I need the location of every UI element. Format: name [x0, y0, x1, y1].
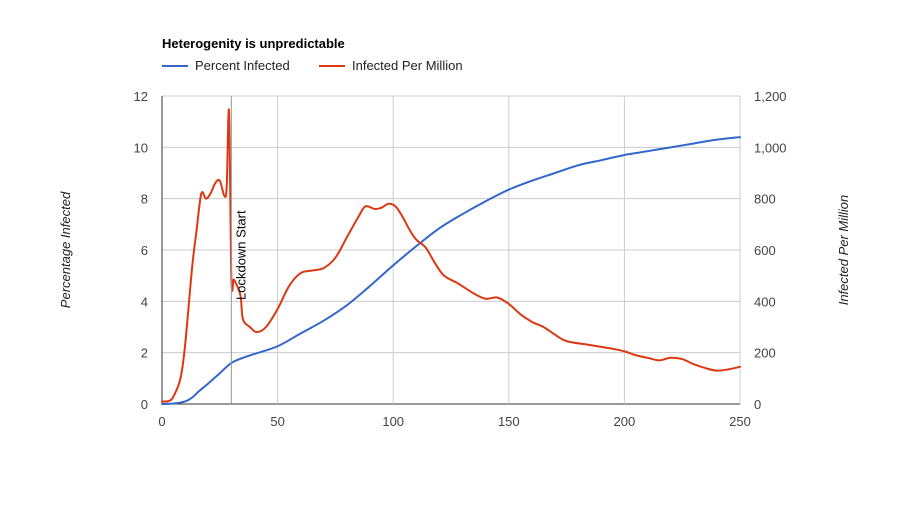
right-axis-title: Infected Per Million — [836, 195, 851, 306]
series-line-infected-per-million — [161, 108, 741, 403]
left-axis-title: Percentage Infected — [58, 191, 73, 308]
x-axis-tick-label: 50 — [270, 414, 284, 429]
right-axis-tick-label: 600 — [754, 243, 776, 258]
x-axis-tick-label: 0 — [158, 414, 165, 429]
right-axis-tick-label: 1,200 — [754, 89, 787, 104]
left-axis-tick-label: 12 — [134, 89, 148, 104]
legend: Percent Infected Infected Per Million — [162, 58, 463, 73]
left-axis-tick-label: 10 — [134, 140, 148, 155]
left-axis-tick-label: 8 — [141, 192, 148, 207]
left-axis-tick-label: 4 — [141, 294, 148, 309]
right-axis-tick-label: 800 — [754, 192, 776, 207]
axis-titles: Percentage Infected Infected Per Million — [58, 191, 851, 308]
left-axis-tick-label: 2 — [141, 346, 148, 361]
right-axis-tick-label: 0 — [754, 397, 761, 412]
right-axis-tick-label: 400 — [754, 294, 776, 309]
chart-title: Heterogenity is unpredictable — [162, 36, 345, 51]
x-axis-tick-label: 100 — [382, 414, 404, 429]
annotation-layer: Lockdown Start — [230, 96, 248, 404]
right-axis-tick-label: 200 — [754, 346, 776, 361]
lockdown-annotation-label: Lockdown Start — [233, 210, 248, 300]
left-axis-tick-label: 0 — [141, 397, 148, 412]
series-line-percent-infected — [161, 136, 741, 405]
x-axis-tick-label: 150 — [498, 414, 520, 429]
left-axis-tick-label: 6 — [141, 243, 148, 258]
x-axis-tick-label: 250 — [729, 414, 751, 429]
legend-label-infected-per-million: Infected Per Million — [352, 58, 463, 73]
x-axis-tick-label: 200 — [614, 414, 636, 429]
series-lines — [161, 108, 741, 405]
legend-label-percent-infected: Percent Infected — [195, 58, 290, 73]
grid-lines — [161, 95, 741, 405]
right-axis-tick-label: 1,000 — [754, 140, 787, 155]
tick-labels: 0 2 4 6 8 10 12 0 200 400 600 800 1,000 1,200 0 50 100 15… — [134, 89, 787, 429]
